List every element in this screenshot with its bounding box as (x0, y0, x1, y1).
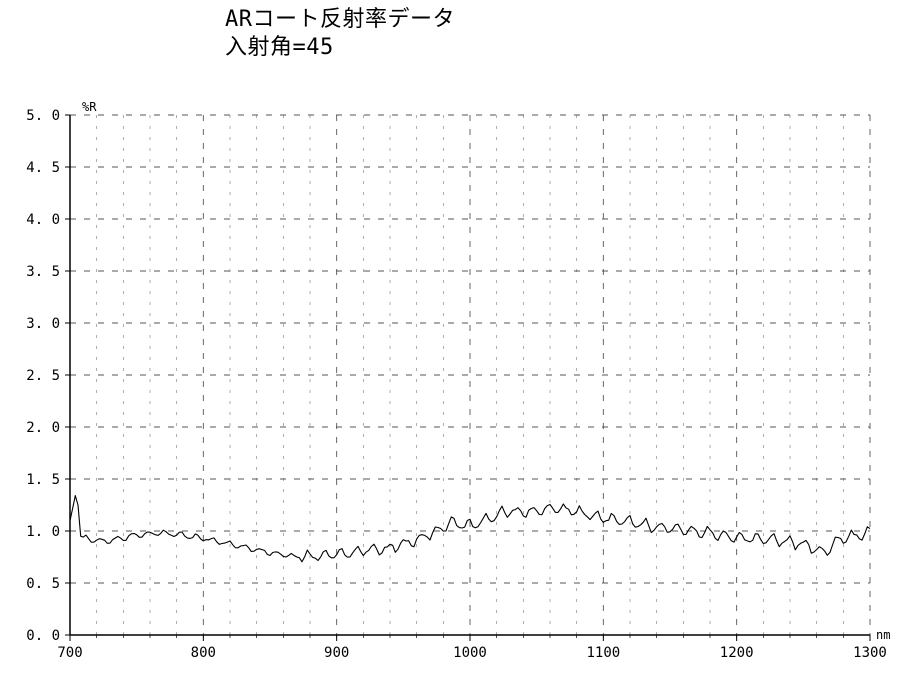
page: ARコート反射率データ 入射角=45 700 800 900 1000 1100 1200… (0, 0, 900, 685)
svg-text:1000: 1000 (453, 645, 487, 661)
chart-svg: 700 800 900 1000 1100 1200 1300 0. 0 0. 5 1. 0 1. … (0, 95, 900, 675)
svg-text:800: 800 (191, 645, 216, 661)
svg-text:5. 0: 5. 0 (26, 108, 60, 124)
svg-text:3. 5: 3. 5 (26, 264, 60, 280)
svg-text:1. 5: 1. 5 (26, 472, 60, 488)
svg-text:900: 900 (324, 645, 349, 661)
svg-text:4. 0: 4. 0 (26, 212, 60, 228)
svg-text:1200: 1200 (720, 645, 754, 661)
svg-text:2. 0: 2. 0 (26, 420, 60, 436)
chart-title-line2: 入射角=45 (225, 34, 455, 62)
chart-title-line1: ARコート反射率データ (225, 6, 455, 34)
svg-text:4. 5: 4. 5 (26, 160, 60, 176)
svg-text:2. 5: 2. 5 (26, 368, 60, 384)
chart-title-block: ARコート反射率データ 入射角=45 (225, 6, 455, 61)
svg-text:700: 700 (57, 645, 82, 661)
svg-text:nm: nm (876, 628, 890, 642)
svg-text:1. 0: 1. 0 (26, 524, 60, 540)
svg-text:1100: 1100 (586, 645, 620, 661)
reflectance-chart: 700 800 900 1000 1100 1200 1300 0. 0 0. 5 1. 0 1. … (0, 95, 900, 675)
svg-text:0. 0: 0. 0 (26, 628, 60, 644)
svg-text:1300: 1300 (853, 645, 887, 661)
svg-text:%R: %R (82, 100, 97, 114)
svg-text:0. 5: 0. 5 (26, 576, 60, 592)
svg-text:3. 0: 3. 0 (26, 316, 60, 332)
